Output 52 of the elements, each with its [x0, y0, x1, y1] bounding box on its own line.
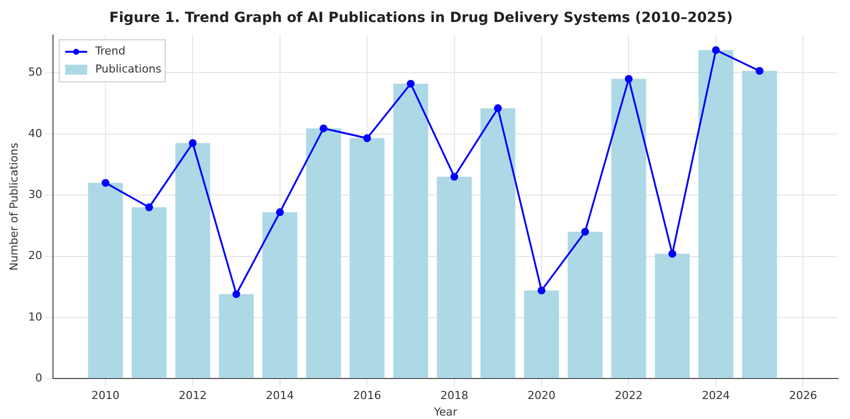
- point: [668, 250, 676, 258]
- x-tick-label: 2010: [92, 389, 120, 402]
- bar: [306, 128, 341, 378]
- bar: [393, 84, 428, 378]
- x-tick-label: 2026: [789, 389, 818, 402]
- point: [320, 124, 328, 132]
- point: [188, 139, 197, 147]
- y-tick-label: 0: [35, 371, 42, 384]
- y-tick-label: 40: [28, 126, 42, 140]
- chart-title: Figure 1. Trend Graph of AI Publications in Drug Delivery Systems (2010–2025): [109, 10, 733, 26]
- bar: [132, 207, 167, 378]
- point: [363, 134, 372, 142]
- bar: [654, 254, 690, 378]
- x-tick-label: 2014: [266, 389, 294, 402]
- point: [276, 208, 284, 216]
- bar: [524, 290, 559, 378]
- bar: [436, 176, 472, 378]
- point: [102, 178, 110, 187]
- point: [624, 74, 633, 83]
- legend-label: Trend: [94, 44, 126, 58]
- point: [232, 290, 240, 298]
- x-axis-title: Year: [432, 405, 458, 418]
- y-tick-label: 10: [28, 310, 42, 324]
- x-tick-label: 2012: [178, 389, 207, 402]
- bar: [611, 78, 646, 378]
- y-tick-label: 20: [28, 249, 42, 262]
- bar: [175, 143, 210, 378]
- point: [756, 66, 764, 75]
- bar: [350, 138, 385, 378]
- point: [406, 80, 415, 88]
- y-axis-title: Number of Publications: [7, 142, 20, 271]
- bar: [218, 294, 254, 378]
- x-tick-label: 2016: [353, 389, 382, 402]
- point: [450, 172, 458, 181]
- point: [538, 286, 546, 294]
- bar: [88, 182, 123, 378]
- point: [712, 46, 720, 54]
- x-tick-label: 2020: [528, 389, 556, 402]
- bar: [262, 212, 298, 378]
- point: [581, 228, 590, 236]
- bar: [480, 108, 516, 378]
- x-tick-label: 2018: [440, 389, 468, 402]
- y-tick-label: 50: [28, 66, 42, 79]
- y-tick-label: 30: [28, 188, 42, 201]
- legend-label: Publications: [95, 62, 162, 76]
- bar: [698, 50, 734, 378]
- point: [494, 104, 502, 112]
- x-tick-label: 2022: [614, 389, 643, 402]
- x-tick-label: 2024: [702, 389, 730, 402]
- bar: [568, 232, 603, 378]
- bar: [742, 70, 777, 378]
- point: [145, 203, 154, 212]
